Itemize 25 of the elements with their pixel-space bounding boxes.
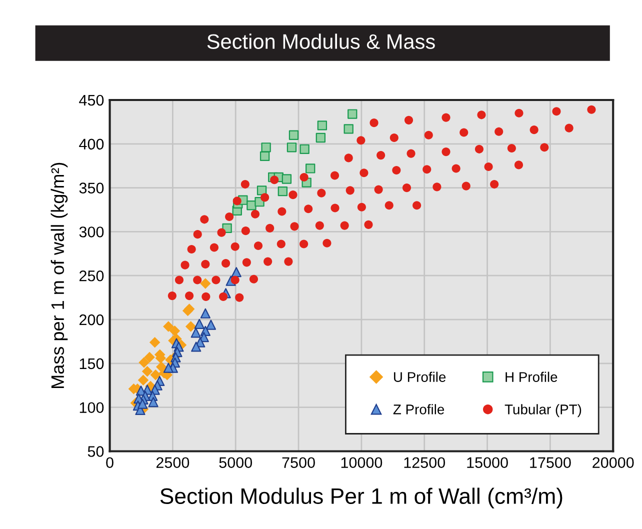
x-axis-title: Section Modulus Per 1 m of Wall (cm³/m) [160, 488, 562, 508]
legend-label: U Profile [394, 372, 446, 382]
chart-title: Section Modulus & Mass [207, 34, 435, 49]
y-tick-label: 350 [79, 182, 104, 194]
y-tick-label: 50 [88, 446, 104, 457]
x-tick-label: 10000 [341, 457, 382, 468]
y-tick-label: 300 [79, 226, 104, 238]
x-tick-label: 17500 [530, 457, 571, 468]
y-tick-label: 450 [79, 94, 104, 106]
y-tick-label: 100 [80, 402, 104, 414]
y-axis-title: Mass per 1 m of wall (kg/m²) [50, 162, 68, 388]
x-tick-label: 12500 [404, 457, 446, 468]
x-tick-label: 5000 [219, 457, 252, 468]
x-tick-label: 0 [106, 457, 114, 468]
y-tick-label: 400 [79, 138, 104, 150]
y-tick-label: 200 [80, 314, 104, 326]
x-tick-label: 7500 [282, 457, 315, 468]
x-tick-label: 15000 [467, 457, 508, 468]
y-tick-label: 150 [80, 358, 104, 370]
x-tick-label: 20000 [592, 457, 634, 468]
legend-label: Z Profile [393, 404, 444, 414]
legend-label: Tubular (PT) [504, 404, 582, 418]
legend-label: H Profile [506, 372, 558, 382]
y-tick-label: 250 [80, 270, 104, 282]
x-tick-label: 2500 [156, 457, 190, 468]
